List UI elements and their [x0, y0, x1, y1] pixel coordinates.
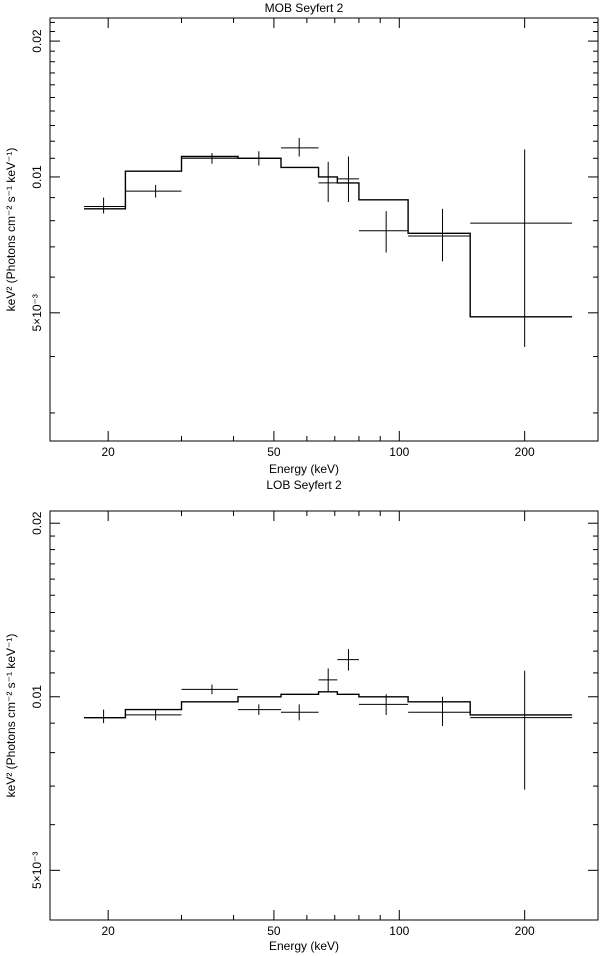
x-tick-label: 20 [101, 924, 115, 938]
y-tick-label: 0.01 [30, 165, 44, 189]
x-axis-label: Energy (keV) [269, 939, 339, 953]
data-point [470, 670, 573, 790]
data-point [358, 694, 409, 715]
data-point [181, 152, 239, 164]
panel-2: 20 50 100 200 5×10⁻³ 0.01 0.02 LOB Seyfert 2 Ene… [4, 478, 599, 953]
y-tick-label: 0.01 [30, 685, 44, 709]
chart-title: LOB Seyfert 2 [266, 478, 342, 492]
plot-frame [49, 17, 599, 442]
data-point [84, 197, 126, 214]
x-tick-label: 100 [389, 445, 409, 459]
y-tick-label: 0.02 [30, 511, 44, 535]
data-point [238, 151, 282, 166]
data-point [318, 161, 338, 203]
x-tick-label: 100 [389, 924, 409, 938]
y-tick-label: 5×10⁻³ [30, 852, 44, 889]
y-tick-label: 5×10⁻³ [30, 294, 44, 331]
data-point [84, 709, 126, 724]
x-tick-label: 50 [267, 924, 281, 938]
panel-1: 20 50 100 200 5×10⁻³ 0.01 0.02 MOB Seyfert 2 Ene… [4, 1, 599, 476]
x-tick-label: 200 [515, 924, 535, 938]
y-axis-label: keV² (Photons cm⁻² s⁻¹ keV⁻¹) [4, 148, 18, 312]
data-point [318, 668, 338, 692]
data-point [337, 649, 359, 671]
data-point [408, 208, 471, 262]
x-tick-label: 20 [101, 445, 115, 459]
plot-frame [49, 510, 599, 921]
data-point [470, 149, 573, 347]
data-point [125, 709, 182, 721]
x-axis-label: Energy (keV) [269, 462, 339, 476]
chart-title: MOB Seyfert 2 [265, 1, 344, 15]
data-point [408, 696, 471, 726]
data-point [281, 137, 319, 157]
data-point [281, 704, 319, 721]
x-tick-label: 200 [515, 445, 535, 459]
data-point [337, 156, 359, 203]
x-tick-label: 50 [267, 445, 281, 459]
data-point [358, 211, 409, 253]
y-axis-label: keV² (Photons cm⁻² s⁻¹ keV⁻¹) [4, 634, 18, 798]
data-point [125, 184, 182, 198]
y-tick-label: 0.02 [30, 29, 44, 53]
data-point [238, 704, 282, 715]
data-point [181, 684, 239, 695]
model-step-line [84, 155, 573, 318]
model-step-line [84, 691, 573, 719]
